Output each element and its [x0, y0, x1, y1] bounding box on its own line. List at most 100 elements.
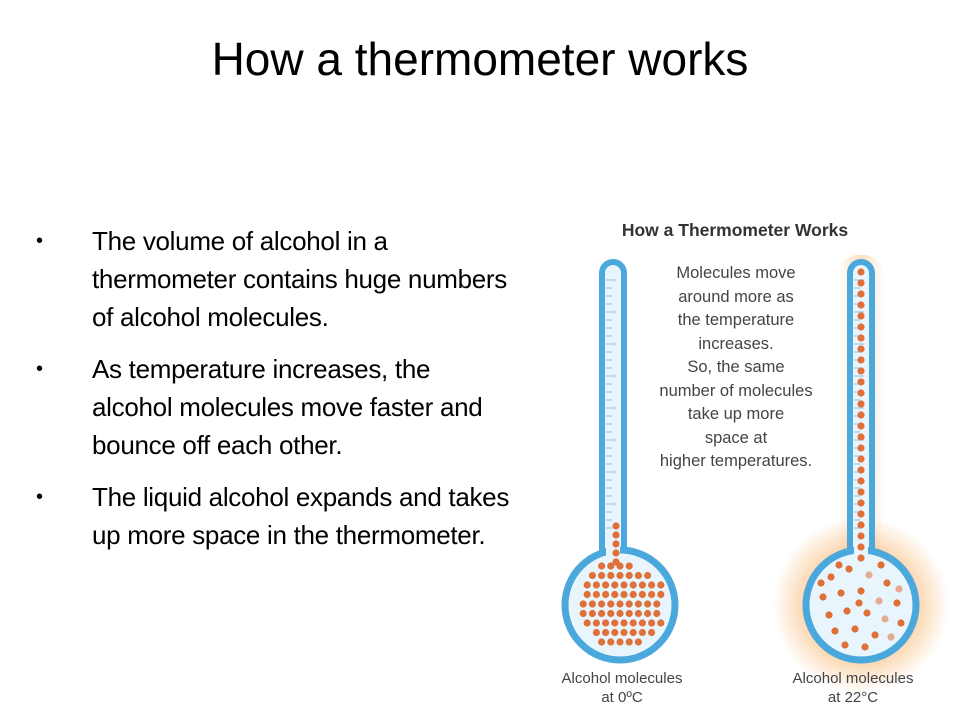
note-line: take up more: [687, 405, 785, 423]
molecule: [857, 378, 865, 386]
molecule: [638, 581, 646, 589]
molecule: [616, 609, 624, 618]
molecule: [877, 561, 885, 569]
molecule: [865, 571, 873, 579]
molecule: [607, 609, 615, 618]
molecule: [644, 609, 652, 618]
molecule: [841, 641, 849, 649]
molecule: [845, 565, 853, 573]
note-line: So, the same: [687, 358, 785, 376]
molecule: [857, 433, 865, 441]
bullet-item: • As temperature increases, the alcohol m…: [36, 350, 516, 464]
molecule: [611, 581, 619, 589]
molecule: [648, 628, 656, 637]
caption-line: Alcohol molecules: [561, 670, 683, 687]
molecule: [607, 600, 615, 608]
bullet-text: As temperature increases, the alcohol mo…: [92, 354, 483, 460]
molecule: [620, 628, 628, 637]
molecule: [616, 638, 624, 646]
note-line: number of molecules: [659, 381, 813, 400]
bullet-text: The volume of alcohol in a thermometer c…: [92, 226, 507, 332]
molecule: [588, 571, 596, 580]
molecule: [857, 323, 865, 331]
molecule: [895, 585, 903, 593]
figure-title: How a Thermometer Works: [621, 220, 849, 240]
molecule: [831, 627, 839, 635]
thermometer-cold: [561, 259, 679, 664]
molecule: [583, 581, 591, 589]
molecule: [835, 561, 843, 569]
molecule: [644, 600, 652, 608]
molecule: [857, 268, 865, 276]
molecule: [592, 581, 600, 589]
molecule: [857, 334, 865, 342]
bullet-item: • The volume of alcohol in a thermometer …: [36, 222, 516, 336]
molecule: [857, 279, 865, 287]
molecule: [883, 579, 891, 587]
molecule: [648, 590, 656, 599]
molecule: [648, 581, 656, 589]
molecule: [598, 609, 606, 618]
molecule: [857, 499, 865, 507]
molecule: [897, 619, 905, 627]
molecule: [598, 562, 606, 570]
molecule: [620, 590, 628, 599]
caption-line: at 0ºC: [601, 689, 643, 706]
molecule: [602, 628, 610, 637]
molecule: [583, 590, 591, 599]
molecule: [629, 590, 637, 599]
molecule: [857, 466, 865, 474]
note-line: around more as: [678, 287, 794, 306]
bullet-dot-icon: •: [36, 230, 43, 252]
molecule: [875, 597, 883, 605]
molecule: [629, 619, 637, 627]
note-line: higher temperatures.: [659, 452, 813, 470]
molecule: [857, 422, 865, 430]
molecule: [616, 571, 624, 580]
molecule: [625, 562, 633, 570]
molecule: [863, 609, 871, 617]
caption-warm: Alcohol molecules at 22°C: [773, 669, 933, 707]
bullet-dot-icon: •: [36, 486, 43, 508]
bullet-text: The liquid alcohol expands and takes up …: [92, 482, 510, 550]
molecule: [855, 599, 863, 607]
molecule: [607, 571, 615, 580]
molecule: [625, 609, 633, 618]
molecule: [893, 599, 901, 607]
molecule: [871, 631, 879, 639]
molecule: [598, 571, 606, 580]
molecule: [881, 615, 889, 623]
molecule: [629, 628, 637, 637]
molecule: [616, 600, 624, 608]
molecule: [843, 607, 851, 615]
molecule: [598, 600, 606, 608]
molecule: [657, 590, 665, 599]
molecule: [857, 356, 865, 364]
thermometer-illustration: [561, 255, 949, 693]
molecule: [625, 571, 633, 580]
molecule: [634, 571, 642, 580]
molecule: [620, 581, 628, 589]
molecule: [638, 619, 646, 627]
molecule: [592, 628, 600, 637]
thermometer-warm: [802, 259, 920, 664]
molecule: [857, 301, 865, 309]
molecule: [887, 633, 895, 641]
molecule: [612, 549, 620, 557]
molecule: [583, 619, 591, 627]
molecule: [857, 312, 865, 320]
molecule: [817, 579, 825, 587]
molecule: [657, 619, 665, 627]
molecule: [611, 590, 619, 599]
molecule: [653, 600, 661, 608]
molecule: [625, 638, 633, 646]
molecule: [857, 444, 865, 452]
molecule: [602, 590, 610, 599]
molecule: [857, 488, 865, 496]
figure-note: Molecules move around more as the temper…: [636, 262, 836, 474]
molecule: [612, 531, 620, 539]
molecule: [857, 400, 865, 408]
molecule: [602, 581, 610, 589]
molecule: [644, 571, 652, 580]
molecule: [612, 522, 620, 530]
